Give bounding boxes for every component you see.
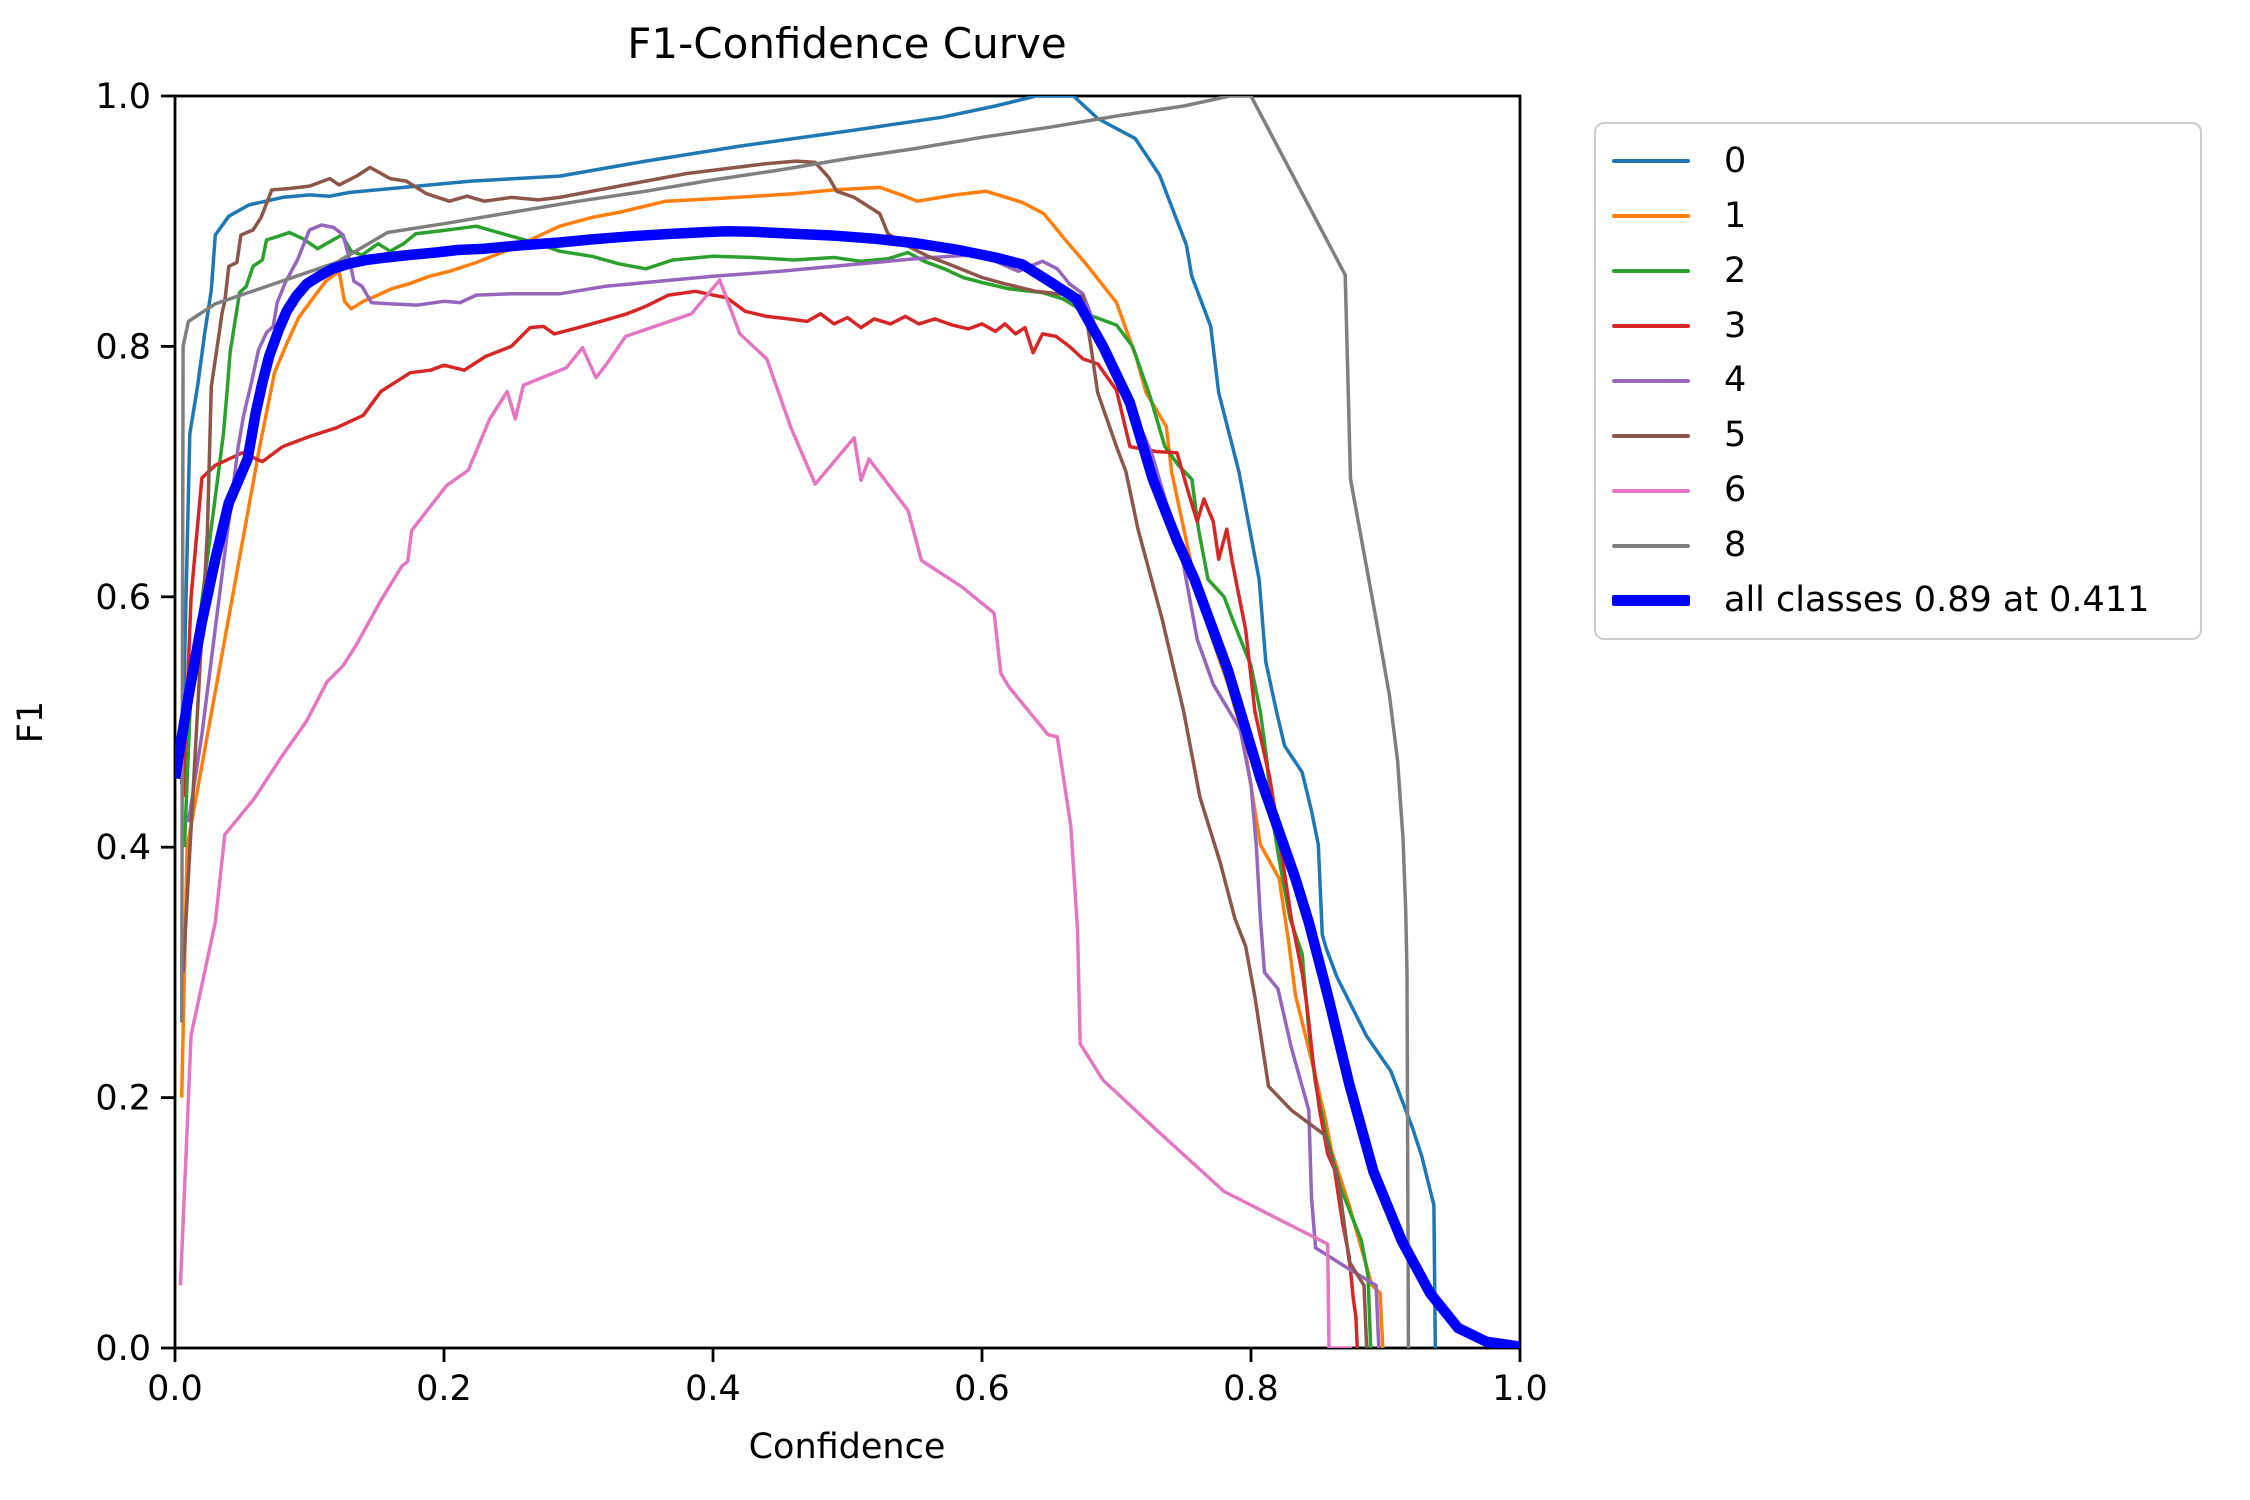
y-tick-label: 1.0 <box>95 77 151 117</box>
legend-swatch-8 <box>1612 543 1690 548</box>
x-tick-label: 0.6 <box>954 1369 1010 1409</box>
series-line-4 <box>186 223 1381 1348</box>
series-lines <box>175 96 1520 1348</box>
legend-swatch-6 <box>1612 488 1690 493</box>
y-tick-label: 0.4 <box>95 828 151 868</box>
legend-item-8: 8 <box>1612 528 2200 563</box>
plot-border <box>173 94 1522 1350</box>
y-tick-label: 0.2 <box>95 1079 151 1119</box>
legend-item-4: 4 <box>1612 363 2200 398</box>
x-tick-label: 1.0 <box>1492 1369 1548 1409</box>
y-tick-label: 0.8 <box>95 327 151 367</box>
legend: 0 1 2 3 4 5 6 8 all classes 0.89 at 0.411 <box>1594 122 2202 640</box>
y-tick-label: 0.0 <box>95 1329 151 1369</box>
legend-label-3: 3 <box>1724 305 1747 346</box>
legend-item-all_classes: all classes 0.89 at 0.411 <box>1612 579 2200 620</box>
legend-swatch-0 <box>1612 159 1690 164</box>
legend-label-4: 4 <box>1724 360 1747 401</box>
series-line-2 <box>182 224 1373 1348</box>
legend-label-6: 6 <box>1724 470 1747 511</box>
legend-label-8: 8 <box>1724 525 1747 566</box>
series-line-1 <box>179 185 1385 1348</box>
x-axis-ticks: 0.0 0.2 0.4 0.6 0.8 1.0 <box>147 1348 1548 1409</box>
series-line-6 <box>178 278 1352 1348</box>
legend-label-all_classes: all classes 0.89 at 0.411 <box>1724 579 2150 620</box>
series-line-5 <box>181 159 1369 1348</box>
legend-swatch-all_classes <box>1612 594 1690 606</box>
legend-swatch-3 <box>1612 324 1690 329</box>
y-axis-ticks: 0.0 0.2 0.4 0.6 0.8 1.0 <box>95 77 175 1369</box>
legend-item-5: 5 <box>1612 418 2200 453</box>
legend-item-1: 1 <box>1612 195 2200 236</box>
legend-swatch-1 <box>1612 214 1690 219</box>
series-line-3 <box>181 289 1360 1348</box>
series-line-all_classes <box>175 225 1520 1348</box>
legend-swatch-5 <box>1612 433 1690 438</box>
legend-swatch-4 <box>1612 378 1690 383</box>
chart-title: F1-Confidence Curve <box>627 19 1066 68</box>
legend-label-2: 2 <box>1724 250 1747 291</box>
series-line-8 <box>179 96 1411 1348</box>
x-tick-label: 0.8 <box>1223 1369 1279 1409</box>
legend-item-6: 6 <box>1612 473 2200 508</box>
legend-swatch-2 <box>1612 269 1690 274</box>
y-tick-label: 0.6 <box>95 578 151 618</box>
x-tick-label: 0.2 <box>416 1369 472 1409</box>
legend-item-2: 2 <box>1612 250 2200 291</box>
x-tick-label: 0.0 <box>147 1369 203 1409</box>
legend-item-0: 0 <box>1612 140 2200 181</box>
legend-label-5: 5 <box>1724 415 1747 456</box>
legend-item-3: 3 <box>1612 305 2200 346</box>
legend-label-0: 0 <box>1724 140 1747 181</box>
y-axis-label: F1 <box>11 701 51 743</box>
x-axis-label: Confidence <box>749 1427 946 1467</box>
legend-label-1: 1 <box>1724 195 1747 236</box>
x-tick-label: 0.4 <box>685 1369 741 1409</box>
